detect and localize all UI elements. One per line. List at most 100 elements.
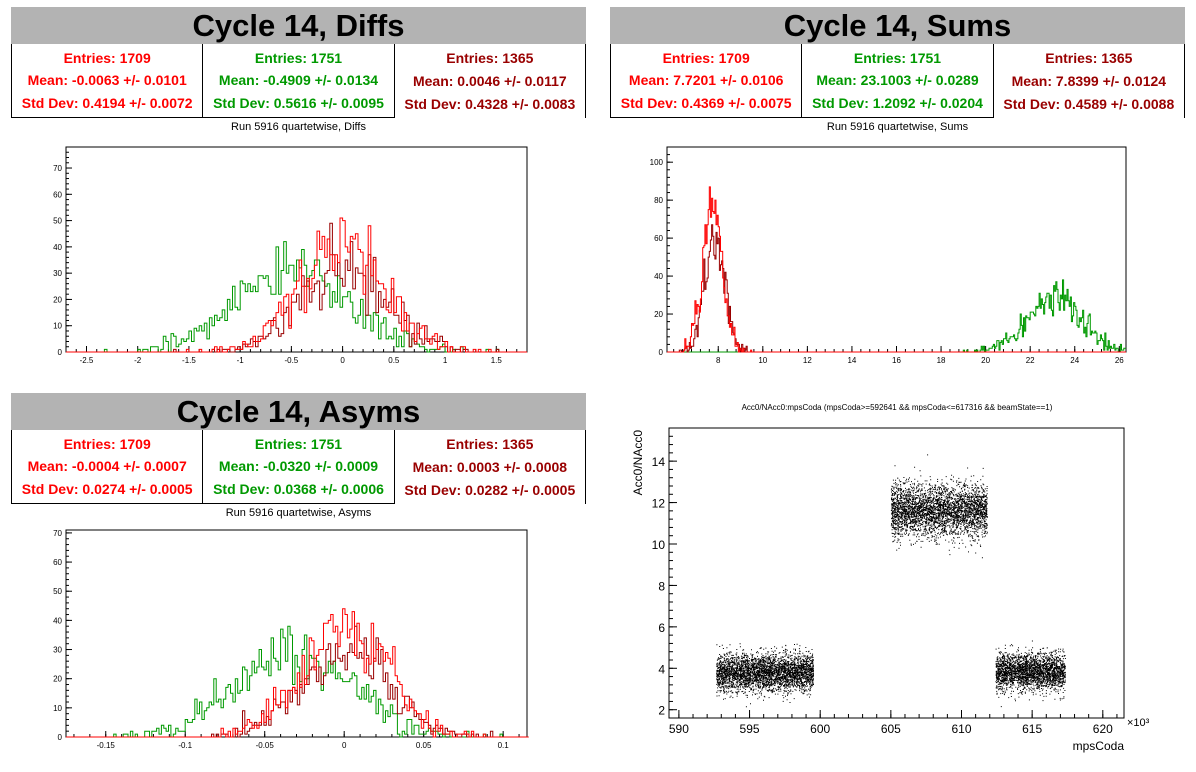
y-tick-label: 40	[53, 616, 62, 625]
y-tick-label: 100	[650, 158, 664, 167]
x-tick-label: 16	[892, 356, 901, 365]
y-tick-label: 80	[654, 196, 663, 205]
plot-frame	[668, 427, 1125, 719]
scatter-points	[716, 454, 1066, 708]
stat-entries: Entries: 1751	[853, 50, 942, 67]
y-tick-label: 0	[58, 348, 63, 357]
stat-std: Std Dev: 0.0368 +/- 0.0006	[213, 480, 384, 497]
y-tick-label: 0	[58, 733, 63, 742]
sums-run-label: Run 5916 quartetwise, Sums	[826, 121, 969, 133]
stat-entries: Entries: 1709	[662, 50, 750, 67]
plot-frame	[666, 146, 1127, 353]
x-tick-label: 610	[951, 722, 971, 736]
asyms-title: Cycle 14, Asyms	[11, 393, 586, 430]
y-tick-label: 6	[658, 621, 665, 635]
x-tick-label: 22	[1026, 356, 1035, 365]
asyms-stat-box-2: Entries: 1751 Mean: -0.0320 +/- 0.0009 S…	[203, 430, 395, 504]
stat-std: Std Dev: 1.2092 +/- 0.0204	[812, 94, 983, 111]
x-tick-label: 24	[1070, 356, 1079, 365]
y-tick-label: 50	[53, 217, 62, 226]
x-tick-label: 0	[340, 356, 345, 365]
x-tick-label: -0.1	[178, 741, 192, 750]
x-tick-label: 0	[342, 741, 347, 750]
y-tick-label: 30	[53, 269, 62, 278]
sums-histogram: 8 10 12 14 16 18 20 22 24 26 0 20 40 60 80 100	[650, 146, 1127, 365]
x-tick-label: 0.5	[388, 356, 400, 365]
x-tick-label: -2	[134, 356, 142, 365]
y-tick-label: 20	[654, 310, 663, 319]
stat-mean: Mean: -0.0063 +/- 0.0101	[27, 72, 187, 89]
stat-entries: Entries: 1751	[254, 50, 343, 67]
x-tick-label: -0.05	[256, 741, 275, 750]
diffs-run-label: Run 5916 quartetwise, Diffs	[231, 121, 366, 133]
x-tick-label: 620	[1093, 722, 1113, 736]
y-tick-label: 70	[53, 164, 62, 173]
x-tick-label: 10	[758, 356, 767, 365]
y-tick-label: 8	[658, 579, 665, 593]
y-tick-label: 60	[53, 190, 62, 199]
stat-std: Std Dev: 0.4369 +/- 0.0075	[620, 94, 792, 111]
asyms-stat-box-3: Entries: 1365 Mean: 0.0003 +/- 0.0008 St…	[395, 430, 585, 504]
y-axis-label: Acc0/NAcc0	[631, 430, 645, 496]
diffs-stat-box-1: Entries: 1709 Mean: -0.0063 +/- 0.0101 S…	[12, 44, 204, 118]
x-tick-label: 590	[669, 722, 689, 736]
asyms-histogram: -0.15 -0.1 -0.05 0 0.05 0.1 0 10 20 30 40 50 60 70	[53, 529, 529, 750]
y-tick-label: 70	[53, 529, 62, 538]
stat-mean: Mean: -0.4909 +/- 0.0134	[218, 72, 379, 89]
sums-stat-box-2: Entries: 1751 Mean: 23.1003 +/- 0.0289 S…	[802, 44, 994, 118]
stat-std: Std Dev: 0.4194 +/- 0.0072	[21, 94, 193, 111]
stat-mean: Mean: -0.0320 +/- 0.0009	[218, 458, 379, 475]
y-tick-label: 40	[53, 243, 62, 252]
stat-std: Std Dev: 0.0274 +/- 0.0005	[21, 480, 193, 497]
asyms-stat-box-1: Entries: 1709 Mean: -0.0004 +/- 0.0007 S…	[12, 430, 204, 504]
stat-mean: Mean: 0.0046 +/- 0.0117	[412, 72, 567, 89]
x-tick-label: 1	[443, 356, 448, 365]
x-tick-label: -1	[237, 356, 245, 365]
y-tick-label: 12	[652, 497, 666, 511]
x-tick-label: -0.5	[284, 356, 298, 365]
stat-mean: Mean: 23.1003 +/- 0.0289	[816, 72, 979, 89]
sums-stat-box-1: Entries: 1709 Mean: 7.7201 +/- 0.0106 St…	[611, 44, 803, 118]
acc0-scatter-plot: 590 595 600 605 610 615 620 2 4 6 8 10 12 14 Acc0/NAcc…	[631, 403, 1150, 753]
stat-std: Std Dev: 0.0282 +/- 0.0005	[404, 481, 576, 498]
diffs-stat-box-2: Entries: 1751 Mean: -0.4909 +/- 0.0134 S…	[203, 44, 395, 118]
x-tick-label: -0.15	[97, 741, 116, 750]
x-tick-label: 14	[847, 356, 856, 365]
histogram-series-2	[66, 608, 529, 738]
asyms-run-label: Run 5916 quartetwise, Asyms	[225, 507, 372, 519]
y-tick-label: 60	[53, 558, 62, 567]
y-tick-label: 14	[652, 455, 666, 469]
diffs-histogram: -2.5 -2 -1.5 -1 -0.5 0 0.5 1 1.5 0 10 20 30 40 50 60 70	[53, 146, 528, 365]
x-axis-label: mpsCoda	[1073, 739, 1125, 753]
stat-entries: Entries: 1365	[446, 436, 534, 453]
sums-title: Cycle 14, Sums	[610, 7, 1185, 44]
x-tick-label: -1.5	[182, 356, 196, 365]
y-tick-label: 20	[53, 295, 62, 304]
stat-entries: Entries: 1709	[63, 436, 151, 453]
stat-mean: Mean: 0.0003 +/- 0.0008	[412, 458, 568, 475]
stat-mean: Mean: 7.8399 +/- 0.0124	[1011, 72, 1167, 89]
x-tick-label: 0.05	[416, 741, 432, 750]
histogram-series-0	[66, 241, 527, 353]
y-tick-label: 30	[53, 646, 62, 655]
histogram-series-2	[66, 217, 527, 353]
stat-mean: Mean: 7.7201 +/- 0.0106	[628, 72, 784, 89]
x-tick-label: 12	[803, 356, 812, 365]
x-tick-label: -2.5	[80, 356, 94, 365]
x-tick-label: 8	[716, 356, 721, 365]
x-tick-label: 18	[937, 356, 946, 365]
y-tick-label: 60	[654, 234, 663, 243]
y-tick-label: 10	[652, 538, 666, 552]
y-tick-label: 20	[53, 675, 62, 684]
x-tick-label: 0.1	[498, 741, 510, 750]
stat-entries: Entries: 1365	[1045, 50, 1133, 67]
sums-stat-box-3: Entries: 1365 Mean: 7.8399 +/- 0.0124 St…	[994, 44, 1184, 118]
x-tick-label: 615	[1022, 722, 1042, 736]
stat-mean: Mean: -0.0004 +/- 0.0007	[27, 458, 187, 475]
asyms-stats: Entries: 1709 Mean: -0.0004 +/- 0.0007 S…	[11, 430, 586, 504]
y-tick-label: 50	[53, 587, 62, 596]
y-tick-label: 4	[658, 662, 665, 676]
y-tick-label: 0	[659, 348, 664, 357]
stat-entries: Entries: 1709	[63, 50, 151, 67]
stat-entries: Entries: 1365	[446, 50, 534, 67]
